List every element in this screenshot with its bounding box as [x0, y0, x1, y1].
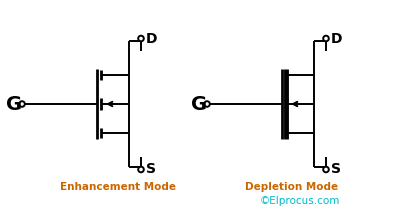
Circle shape [323, 36, 329, 41]
Circle shape [19, 101, 25, 107]
Text: D: D [146, 32, 158, 46]
Circle shape [323, 167, 329, 172]
Circle shape [138, 36, 144, 41]
Text: S: S [146, 162, 156, 176]
Circle shape [204, 101, 210, 107]
Text: G: G [191, 94, 207, 113]
Text: G: G [6, 94, 22, 113]
Text: D: D [331, 32, 343, 46]
Text: ©Elprocus.com: ©Elprocus.com [260, 196, 340, 206]
Circle shape [138, 167, 144, 172]
Text: Depletion Mode: Depletion Mode [245, 182, 338, 192]
Text: S: S [331, 162, 341, 176]
Text: Enhancement Mode: Enhancement Mode [60, 182, 176, 192]
